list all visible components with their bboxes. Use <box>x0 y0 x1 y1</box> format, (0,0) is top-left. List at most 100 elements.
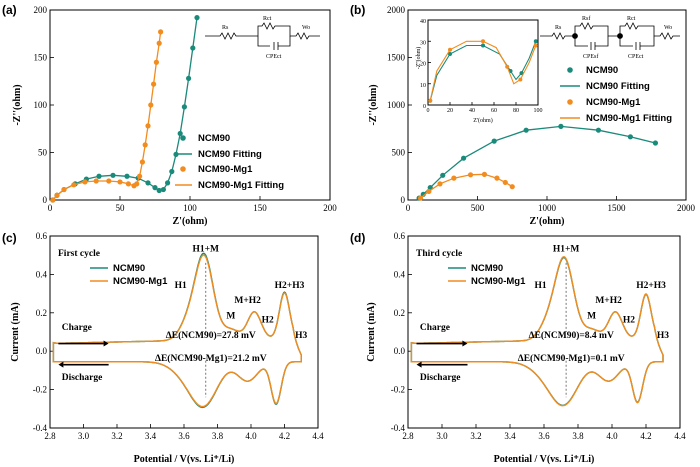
c-delta-ncm90: ΔE(NCM90)=27.8 mV <box>166 330 256 341</box>
d-ytick-label: -0.4 <box>391 423 406 433</box>
d-peak-h1m: H1+M <box>553 244 580 254</box>
d-ytick-label: 0.6 <box>394 231 406 241</box>
panel-b-label: (b) <box>350 3 365 17</box>
a-xtick-label: 150 <box>253 203 267 213</box>
a-ytick-label: 200 <box>34 5 48 15</box>
panel-d-xlabel: Potential / V(vs. Li⁺/Li) <box>494 454 595 465</box>
b-ytick-label: 1500 <box>387 53 406 63</box>
d-peak-h2: H2 <box>623 315 635 325</box>
panel-a-xlabel: Z'(ohm) <box>173 216 208 227</box>
a-point-1 <box>106 178 112 184</box>
a-point-1 <box>61 186 67 193</box>
inset-ytick-label: 10 <box>420 83 426 89</box>
panel-c-title: First cycle <box>58 249 100 259</box>
b-point-0 <box>558 123 564 129</box>
c-xtick-label: 3.4 <box>145 431 157 441</box>
c-peak-h1m: H1+M <box>193 244 220 254</box>
inset-point-1 <box>533 43 538 48</box>
legend-a-ncm90-marker <box>180 135 186 141</box>
d-ytick-label: 0.0 <box>394 346 406 356</box>
c-cv-1 <box>52 254 303 408</box>
a-point-0 <box>145 180 151 186</box>
inset-ytick-label: 40 <box>420 19 426 25</box>
inset-point-0 <box>481 43 485 48</box>
d-xtick-label: 4.2 <box>640 431 651 441</box>
inset-xtick-label: 20 <box>447 108 453 114</box>
c-discharge-arrowhead <box>58 361 64 368</box>
c-xtick-label: 3.0 <box>78 431 90 441</box>
a-point-1 <box>93 178 99 184</box>
inset-xtick-label: 100 <box>534 108 543 114</box>
d-xtick-label: 4.0 <box>606 431 618 441</box>
d-xtick-label: 3.6 <box>538 431 550 441</box>
inset-point-0 <box>533 39 538 44</box>
d-peak-h2h3: H2+H3 <box>636 281 666 291</box>
b-point-1 <box>502 179 508 186</box>
b-point-0 <box>627 134 634 140</box>
d-peak-mh2: M+H2 <box>595 296 622 306</box>
a-point-0 <box>156 187 162 194</box>
a-point-1 <box>139 159 145 165</box>
panel-a: (a) 0 50 100 150 200 0 50 100 150 200 Z'(ohm) -Z'… <box>2 3 337 227</box>
c-peak-h2h3: H2+H3 <box>275 281 305 291</box>
d-ytick-label: -0.2 <box>391 385 405 395</box>
c-ytick-label: 0.0 <box>36 346 48 356</box>
panel-a-circuit <box>205 22 320 50</box>
inset-xtick-label: 60 <box>491 108 497 114</box>
c-xtick-label: 3.8 <box>212 431 224 441</box>
c-xtick-label: 4.0 <box>245 431 257 441</box>
panel-a-legend: NCM90 NCM90 Fitting NCM90-Mg1 NCM90-Mg1 … <box>175 133 284 191</box>
inset-point-1 <box>505 64 510 69</box>
inset-ytick-label: 20 <box>420 62 426 68</box>
a-ytick-label: 0 <box>43 195 48 205</box>
d-discharge-label: Discharge <box>420 373 461 383</box>
b-point-1 <box>437 181 443 187</box>
circuit-b-cpect: CPEct <box>628 54 644 60</box>
inset-xtick-label: 0 <box>427 108 430 114</box>
panel-a-label: (a) <box>2 3 17 17</box>
panel-b-circuit <box>540 22 680 50</box>
a-point-0 <box>165 180 171 186</box>
inset-point-1 <box>448 47 452 52</box>
c-xtick-label: 2.8 <box>44 431 56 441</box>
panel-d: (d) 2.8 3.0 3.2 3.4 3.6 3.8 4.0 4.2 4.4 -0.4 -0.2 0… <box>350 231 686 465</box>
b-xtick-label: 0 <box>406 203 411 213</box>
c-ytick-label: -0.2 <box>33 385 47 395</box>
a-ytick-label: 100 <box>34 100 48 110</box>
circuit-a-rct: Rct <box>263 16 272 22</box>
a-point-0 <box>194 15 200 21</box>
inset-ylabel: -Z''(ohm) <box>415 47 422 70</box>
legend-a-ncm90: NCM90 <box>198 133 230 144</box>
b-point-0 <box>491 138 497 144</box>
circuit-a-rs: Rs <box>222 25 229 31</box>
panel-b-ylabel: -Z''(ohm) <box>368 84 379 125</box>
circuit-a-wo: Wo <box>302 25 310 31</box>
b-ytick-label: 0 <box>401 195 406 205</box>
a-point-0 <box>169 168 175 175</box>
inset-point-1 <box>428 98 433 103</box>
a-xtick-label: 0 <box>48 203 53 213</box>
a-point-0 <box>186 75 192 81</box>
legend-b-ncm90-marker <box>567 67 573 73</box>
a-point-0 <box>190 45 196 51</box>
d-xtick-label: 4.4 <box>674 431 686 441</box>
circuit-b-wo: Wo <box>664 25 672 31</box>
d-xtick-label: 3.0 <box>436 431 448 441</box>
c-charge-arrowhead <box>103 340 109 347</box>
panel-c-xlabel: Potential / V(vs. Li⁺/Li) <box>134 454 235 465</box>
a-point-1 <box>148 102 154 108</box>
a-point-1 <box>82 179 88 185</box>
a-point-1 <box>54 192 60 198</box>
c-ytick-label: 0.6 <box>36 231 48 241</box>
circuit-b-rct: Rct <box>627 16 636 22</box>
c-legend-mg1: NCM90-Mg1 <box>113 276 168 287</box>
a-ytick-label: 150 <box>34 53 48 63</box>
a-ytick-label: 50 <box>38 148 48 158</box>
c-legend-ncm90: NCM90 <box>113 263 145 274</box>
c-peak-mh2: M+H2 <box>234 296 261 306</box>
inset-point-0 <box>448 52 452 56</box>
c-ytick-label: 0.2 <box>36 308 47 318</box>
a-point-0 <box>110 172 116 178</box>
b-fit-0 <box>418 125 656 199</box>
